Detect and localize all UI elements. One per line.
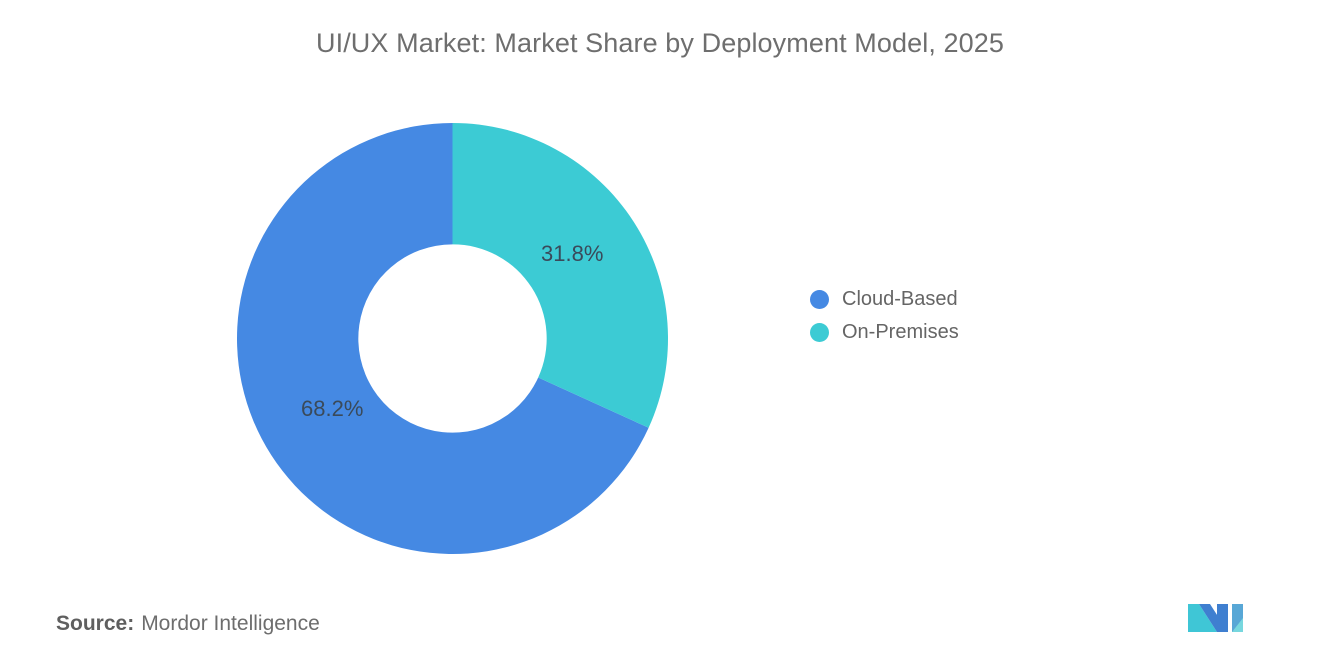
donut-chart-svg (237, 123, 668, 554)
legend-swatch-icon-cloud-based (810, 290, 829, 309)
slice-label-on-premises: 31.8% (541, 241, 604, 266)
source-value: Mordor Intelligence (141, 612, 320, 635)
source-attribution: Source: Mordor Intelligence (56, 612, 320, 636)
donut-slice-on-premises[interactable] (452, 123, 669, 428)
logo-svg (1188, 604, 1243, 632)
legend-label-on-premises: On-Premises (842, 321, 959, 343)
donut-slice-cloud-based[interactable] (237, 123, 649, 554)
legend-label-cloud-based: Cloud-Based (842, 288, 958, 310)
source-label: Source: (56, 612, 135, 635)
legend-swatch-icon-on-premises (810, 323, 829, 342)
chart-legend: Cloud-Based On-Premises (810, 283, 959, 349)
page-title: UI/UX Market: Market Share by Deployment… (316, 28, 1004, 58)
donut-chart: 31.8% 68.2% (237, 123, 668, 554)
slice-label-cloud-based: 68.2% (301, 396, 364, 421)
mordor-intelligence-logo-icon (1186, 596, 1252, 634)
legend-item-cloud-based[interactable]: Cloud-Based (810, 283, 959, 316)
legend-item-on-premises[interactable]: On-Premises (810, 316, 959, 349)
